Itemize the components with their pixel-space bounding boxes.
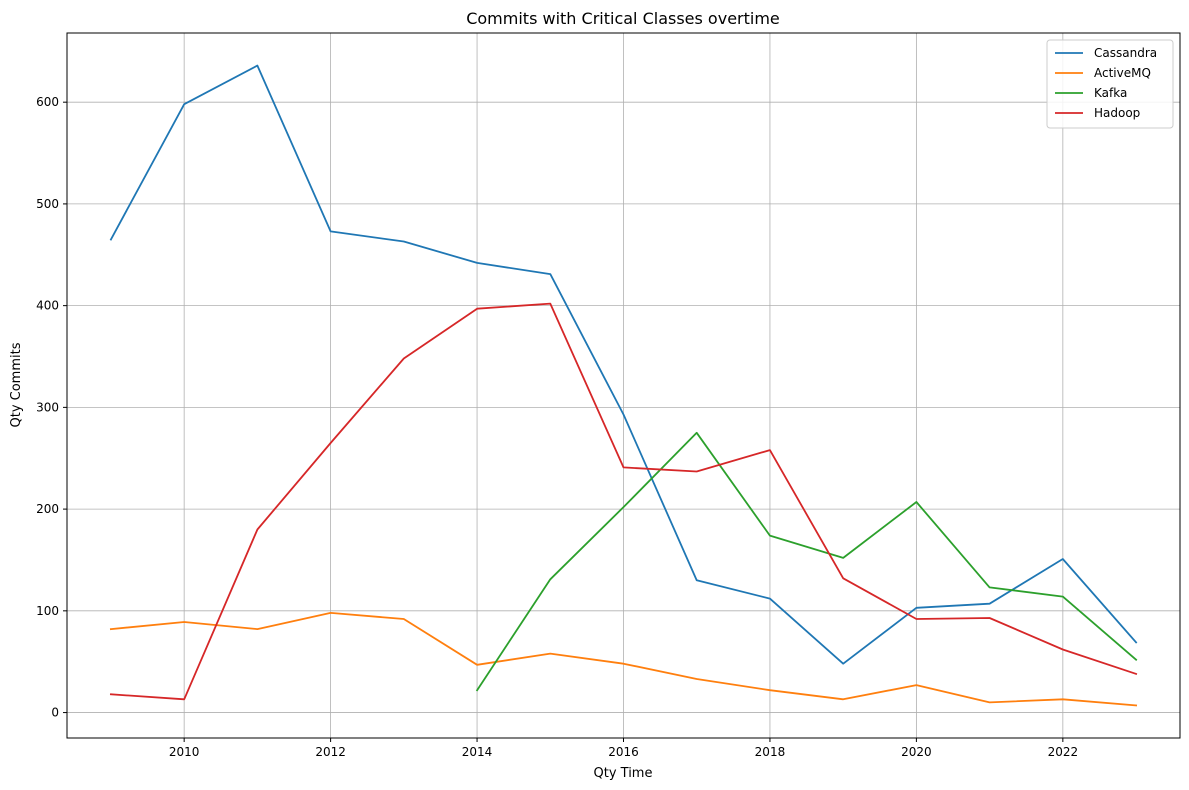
series-line-cassandra	[109, 64, 1138, 665]
y-axis-label: Qty Commits	[9, 342, 24, 427]
y-tick-label: 200	[36, 502, 59, 516]
legend-label: Kafka	[1094, 86, 1127, 100]
y-tick-label: 0	[51, 706, 59, 720]
legend-label: Cassandra	[1094, 46, 1157, 60]
y-tick-label: 300	[36, 400, 59, 414]
x-axis-label: Qty Time	[594, 766, 653, 781]
series-lines	[109, 64, 1138, 707]
chart-title: Commits with Critical Classes overtime	[466, 9, 780, 28]
series-line-activemq	[109, 612, 1138, 707]
series-line-kafka	[475, 431, 1138, 692]
x-tick-label: 2014	[462, 745, 493, 759]
x-tick-label: 2018	[755, 745, 786, 759]
x-tick-label: 2022	[1048, 745, 1079, 759]
y-tick-label: 400	[36, 299, 59, 313]
legend: Cassandra ActiveMQ Kafka Hadoop	[1046, 39, 1174, 129]
legend-label: ActiveMQ	[1094, 66, 1151, 80]
y-tick-label: 600	[36, 95, 59, 109]
legend-label: Hadoop	[1094, 106, 1140, 120]
x-tick-label: 2010	[169, 745, 200, 759]
series-line-hadoop	[109, 302, 1138, 701]
x-tick-label: 2020	[901, 745, 932, 759]
axis-ticks: 2010 2012 2014 2016 2018 2020 2022 0 100 200 300 40…	[36, 95, 1078, 759]
legend-box	[1046, 39, 1174, 129]
grid	[67, 33, 1180, 738]
x-tick-label: 2012	[315, 745, 346, 759]
x-tick-label: 2016	[608, 745, 639, 759]
y-tick-label: 100	[36, 604, 59, 618]
y-tick-label: 500	[36, 197, 59, 211]
